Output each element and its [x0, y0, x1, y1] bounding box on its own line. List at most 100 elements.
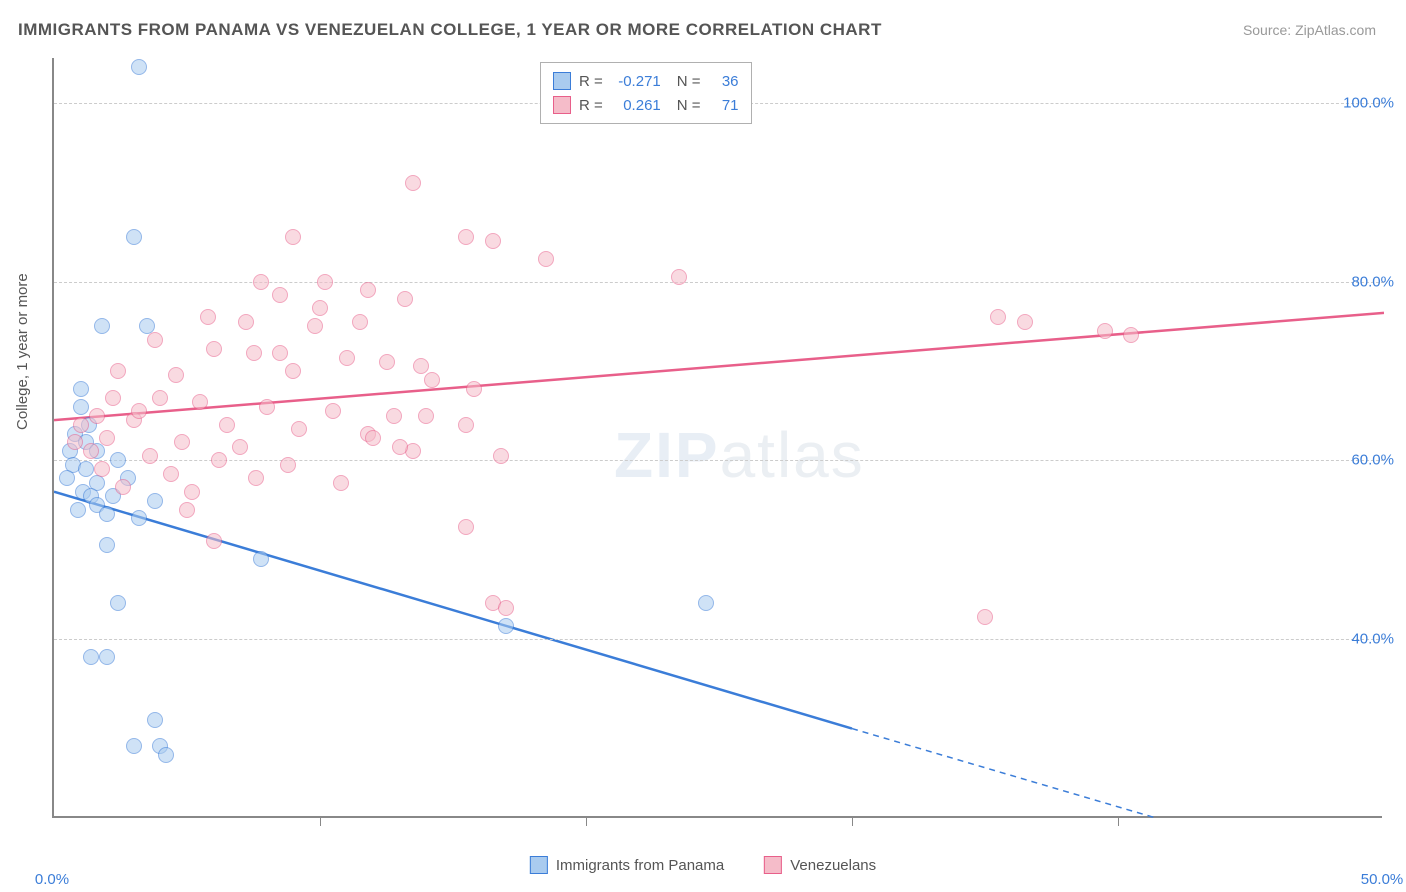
n-label: N = [677, 73, 701, 90]
scatter-point [498, 600, 514, 616]
scatter-point [99, 430, 115, 446]
scatter-point [379, 354, 395, 370]
scatter-point [485, 233, 501, 249]
scatter-point [280, 457, 296, 473]
chart-title: IMMIGRANTS FROM PANAMA VS VENEZUELAN COL… [18, 20, 882, 40]
legend-label-panama: Immigrants from Panama [556, 857, 724, 874]
scatter-point [272, 345, 288, 361]
legend-row-venezuelans: R = 0.261 N = 71 [553, 93, 739, 117]
scatter-point [272, 287, 288, 303]
scatter-point [83, 443, 99, 459]
scatter-point [67, 434, 83, 450]
scatter-point [73, 399, 89, 415]
legend-swatch-venezuelans [764, 856, 782, 874]
n-label: N = [677, 97, 701, 114]
scatter-point [325, 403, 341, 419]
scatter-point [352, 314, 368, 330]
scatter-point [99, 537, 115, 553]
scatter-point [458, 229, 474, 245]
scatter-point [110, 363, 126, 379]
legend-label-venezuelans: Venezuelans [790, 857, 876, 874]
plot-area: ZIPatlas [52, 58, 1382, 818]
scatter-point [147, 332, 163, 348]
scatter-point [99, 506, 115, 522]
legend-item-venezuelans: Venezuelans [764, 856, 876, 874]
scatter-point [339, 350, 355, 366]
scatter-point [333, 475, 349, 491]
scatter-point [259, 399, 275, 415]
xtick-mark [320, 818, 321, 826]
watermark-sub: atlas [720, 419, 865, 491]
scatter-point [147, 712, 163, 728]
scatter-point [424, 372, 440, 388]
chart-container: IMMIGRANTS FROM PANAMA VS VENEZUELAN COL… [0, 0, 1406, 892]
scatter-point [200, 309, 216, 325]
watermark: ZIPatlas [614, 418, 865, 492]
scatter-point [493, 448, 509, 464]
scatter-point [83, 649, 99, 665]
scatter-point [405, 175, 421, 191]
scatter-point [110, 452, 126, 468]
scatter-point [238, 314, 254, 330]
scatter-point [158, 747, 174, 763]
r-value-panama: -0.271 [611, 73, 661, 90]
scatter-point [89, 408, 105, 424]
scatter-point [99, 649, 115, 665]
gridline-h [54, 460, 1384, 461]
r-value-venezuelans: 0.261 [611, 97, 661, 114]
scatter-point [698, 595, 714, 611]
scatter-point [105, 390, 121, 406]
ytick-label: 40.0% [1351, 631, 1394, 648]
scatter-point [131, 59, 147, 75]
legend-swatch-panama [553, 72, 571, 90]
scatter-point [147, 493, 163, 509]
scatter-point [1123, 327, 1139, 343]
scatter-point [248, 470, 264, 486]
scatter-point [179, 502, 195, 518]
scatter-point [253, 551, 269, 567]
scatter-point [131, 510, 147, 526]
source-attribution: Source: ZipAtlas.com [1243, 22, 1376, 38]
watermark-main: ZIP [614, 419, 720, 491]
scatter-point [307, 318, 323, 334]
series-legend: Immigrants from Panama Venezuelans [530, 856, 876, 874]
scatter-point [458, 417, 474, 433]
scatter-point [365, 430, 381, 446]
scatter-point [253, 274, 269, 290]
scatter-point [94, 318, 110, 334]
scatter-point [126, 229, 142, 245]
xtick-label-50: 50.0% [1361, 871, 1404, 888]
scatter-point [206, 533, 222, 549]
scatter-point [168, 367, 184, 383]
scatter-point [163, 466, 179, 482]
scatter-point [1097, 323, 1113, 339]
scatter-point [392, 439, 408, 455]
scatter-point [317, 274, 333, 290]
ytick-label: 100.0% [1343, 94, 1394, 111]
scatter-point [1017, 314, 1033, 330]
scatter-point [671, 269, 687, 285]
scatter-point [110, 595, 126, 611]
scatter-point [192, 394, 208, 410]
scatter-point [977, 609, 993, 625]
trend-lines-layer [54, 58, 1384, 818]
scatter-point [174, 434, 190, 450]
legend-item-panama: Immigrants from Panama [530, 856, 724, 874]
legend-swatch-venezuelans [553, 96, 571, 114]
xtick-mark [1118, 818, 1119, 826]
scatter-point [73, 381, 89, 397]
xtick-mark [852, 818, 853, 826]
legend-row-panama: R = -0.271 N = 36 [553, 69, 739, 93]
scatter-point [142, 448, 158, 464]
legend-swatch-panama [530, 856, 548, 874]
scatter-point [211, 452, 227, 468]
scatter-point [152, 390, 168, 406]
scatter-point [990, 309, 1006, 325]
scatter-point [312, 300, 328, 316]
scatter-point [232, 439, 248, 455]
scatter-point [59, 470, 75, 486]
scatter-point [466, 381, 482, 397]
scatter-point [94, 461, 110, 477]
scatter-point [538, 251, 554, 267]
scatter-point [458, 519, 474, 535]
